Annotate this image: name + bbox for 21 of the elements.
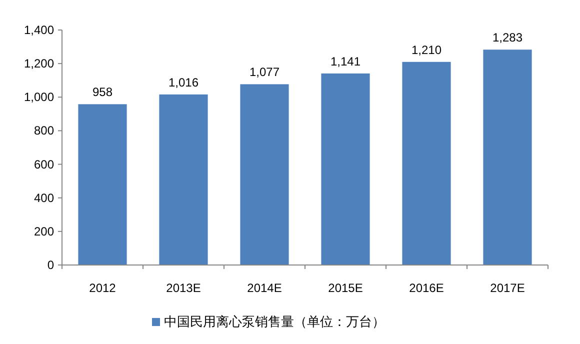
legend: 中国民用离心泵销售量（单位：万台） — [152, 314, 385, 329]
data-label: 1,283 — [492, 30, 523, 45]
data-label: 1,077 — [249, 65, 280, 80]
ytick-label: 1,200 — [24, 56, 54, 71]
ytick-label: 200 — [34, 224, 54, 238]
ytick-label: 1,000 — [24, 90, 54, 104]
ytick-label: 0 — [47, 258, 54, 272]
xtick-label: 2017E — [490, 281, 525, 295]
xtick-label: 2014E — [247, 281, 282, 295]
data-label: 1,016 — [168, 75, 199, 90]
data-label: 1,141 — [330, 54, 361, 68]
ytick-label: 800 — [34, 124, 54, 138]
ytick-label: 400 — [34, 190, 54, 205]
xtick-label: 2016E — [409, 281, 444, 295]
ytick-label: 600 — [34, 157, 54, 172]
data-label: 958 — [92, 85, 113, 100]
xtick-label: 2015E — [328, 281, 363, 295]
xtick-label: 2012 — [89, 281, 116, 295]
ytick-label: 1,400 — [24, 23, 54, 37]
xtick-label: 2013E — [166, 281, 201, 295]
data-label: 1,210 — [411, 42, 442, 57]
